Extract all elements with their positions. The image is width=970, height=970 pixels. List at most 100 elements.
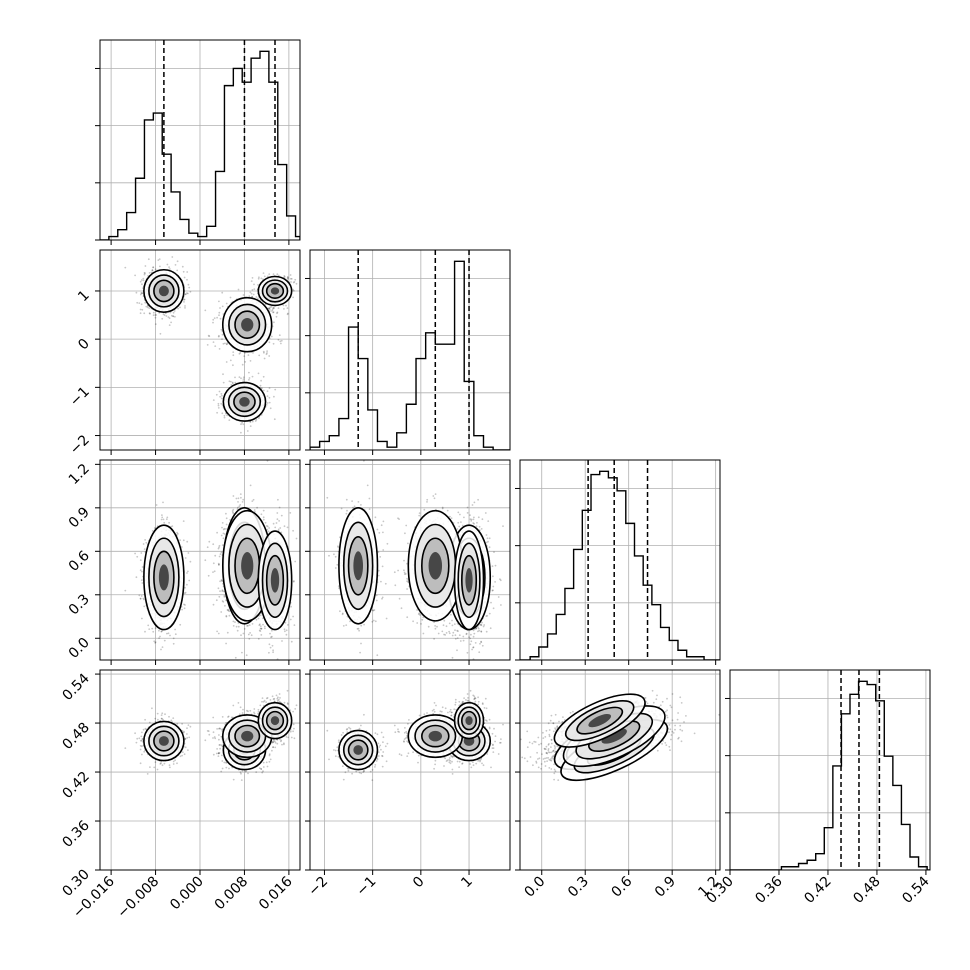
sample-point xyxy=(221,600,224,602)
sample-point xyxy=(154,641,157,643)
sample-point xyxy=(163,521,166,524)
sample-point xyxy=(225,302,228,305)
sample-point xyxy=(251,295,254,298)
sample-point xyxy=(222,532,225,535)
sample-point xyxy=(221,522,224,524)
sample-point xyxy=(188,286,191,289)
sample-point xyxy=(141,292,144,294)
sample-point xyxy=(157,259,160,261)
sample-point xyxy=(265,353,268,356)
sample-point xyxy=(264,521,267,524)
sample-point xyxy=(232,495,235,497)
sample-point xyxy=(285,304,287,307)
sample-point xyxy=(143,548,146,550)
sample-point xyxy=(158,629,160,632)
sample-point xyxy=(184,604,186,606)
sample-point xyxy=(238,376,241,378)
sample-point xyxy=(262,350,265,353)
sample-point xyxy=(174,628,177,631)
sample-point xyxy=(186,583,188,586)
sample-point xyxy=(266,350,268,352)
sample-point xyxy=(249,360,252,362)
sample-point xyxy=(220,534,223,537)
sample-point xyxy=(181,265,184,268)
sample-point xyxy=(219,590,221,592)
sample-point xyxy=(277,338,280,341)
sample-point xyxy=(172,315,175,318)
sample-point xyxy=(139,597,142,600)
sample-point xyxy=(247,354,250,356)
sample-point xyxy=(242,632,245,635)
sample-point xyxy=(167,632,170,635)
sample-point xyxy=(290,281,292,283)
sample-point xyxy=(143,272,146,274)
sample-point xyxy=(183,603,185,606)
sample-point xyxy=(225,528,227,530)
sample-point xyxy=(286,276,289,279)
sample-point xyxy=(145,541,148,544)
sample-point xyxy=(253,288,256,290)
sample-point xyxy=(171,525,174,527)
density-contour xyxy=(241,317,254,332)
sample-point xyxy=(220,611,223,613)
sample-point xyxy=(172,642,175,645)
sample-point xyxy=(186,572,188,574)
sample-point xyxy=(216,316,219,319)
sample-point xyxy=(248,378,250,381)
histogram-panel-1 xyxy=(305,249,511,455)
sample-point xyxy=(183,607,186,610)
sample-point xyxy=(248,371,250,374)
sample-point xyxy=(176,260,179,263)
sample-point xyxy=(225,343,228,346)
sample-point xyxy=(245,654,248,657)
sample-point xyxy=(212,543,215,546)
density-panel-0-2: 0.00.30.60.91.2 xyxy=(66,459,301,665)
sample-point xyxy=(253,283,255,286)
sample-point xyxy=(251,420,254,423)
sample-point xyxy=(217,562,220,565)
sample-point xyxy=(154,314,157,316)
sample-point xyxy=(165,518,168,521)
sample-point xyxy=(184,586,186,589)
sample-point xyxy=(239,504,242,506)
sample-point xyxy=(215,393,218,396)
sample-point xyxy=(144,272,146,275)
sample-point xyxy=(241,501,244,503)
sample-point xyxy=(221,526,223,529)
sample-point xyxy=(262,509,265,512)
sample-point xyxy=(182,520,185,522)
sample-point xyxy=(217,587,220,590)
sample-point xyxy=(218,311,221,314)
sample-point xyxy=(226,343,228,345)
sample-point xyxy=(151,627,154,630)
sample-point xyxy=(179,623,182,626)
sample-point xyxy=(154,526,156,529)
sample-point xyxy=(219,307,221,309)
sample-point xyxy=(230,384,233,386)
sample-point xyxy=(273,395,275,398)
sample-point xyxy=(220,393,223,395)
sample-point xyxy=(135,291,138,294)
sample-point xyxy=(226,609,229,611)
sample-point xyxy=(136,555,139,558)
sample-point xyxy=(249,425,252,427)
y-tick-label: −2 xyxy=(67,432,93,458)
sample-point xyxy=(176,269,179,272)
sample-point xyxy=(212,562,215,565)
sample-point xyxy=(249,484,252,487)
sample-point xyxy=(139,293,142,296)
sample-point xyxy=(222,342,225,345)
sample-point xyxy=(218,348,221,350)
sample-point xyxy=(251,375,254,378)
sample-point xyxy=(134,552,137,555)
sample-point xyxy=(238,352,241,355)
sample-point xyxy=(214,345,217,347)
sample-point xyxy=(155,314,158,316)
y-tick-label: 1 xyxy=(75,287,93,305)
grid-lines xyxy=(310,250,510,450)
sample-point xyxy=(218,563,220,566)
sample-point xyxy=(213,317,216,319)
sample-point xyxy=(222,373,224,376)
sample-point xyxy=(286,278,289,280)
